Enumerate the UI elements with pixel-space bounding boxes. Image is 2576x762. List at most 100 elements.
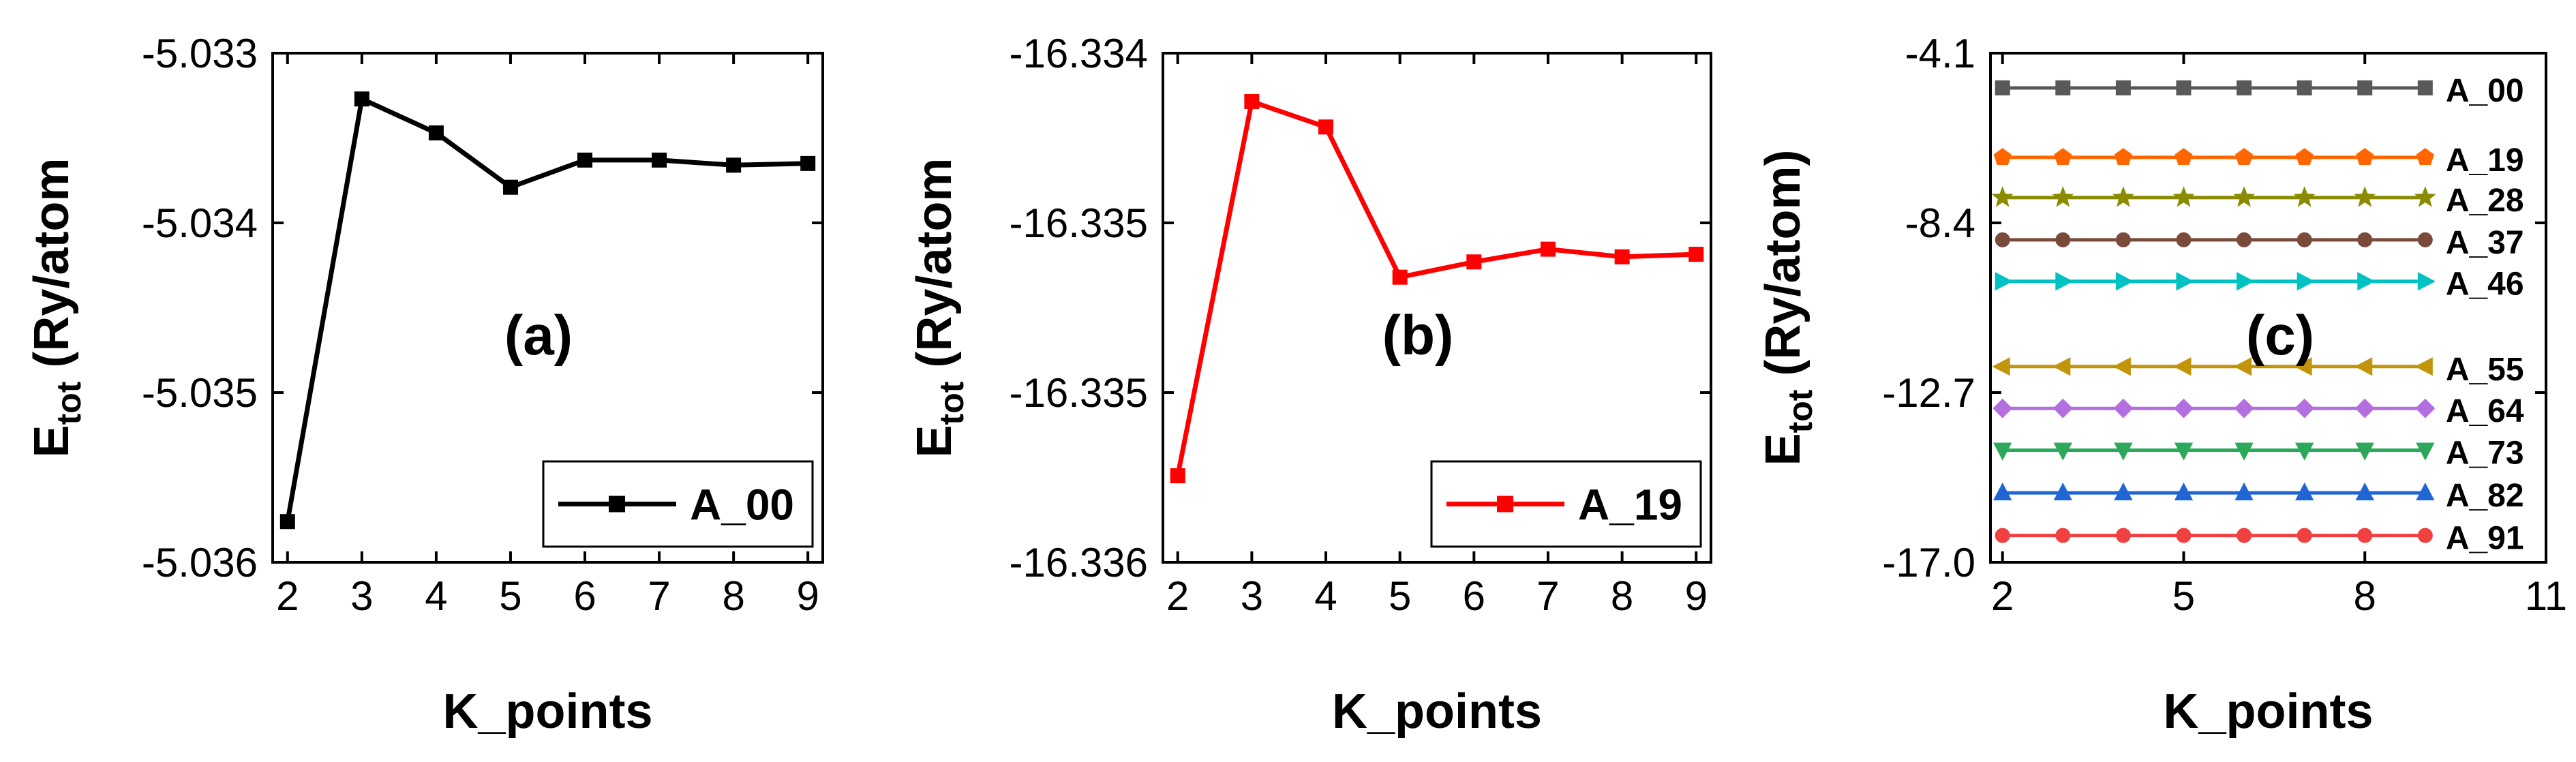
data-point — [2235, 148, 2254, 165]
data-point — [1995, 232, 2010, 247]
data-point — [2055, 528, 2071, 543]
data-point — [1318, 119, 1334, 135]
series-label: A_91 — [2446, 521, 2524, 557]
legend-label: A_19 — [1578, 481, 1682, 530]
data-point — [2052, 357, 2071, 376]
data-point — [2414, 357, 2433, 376]
x-tick-label: 5 — [499, 573, 521, 619]
data-point — [800, 155, 816, 171]
x-tick-label: 2 — [1991, 573, 2014, 619]
x-tick-label: 5 — [2172, 573, 2195, 619]
y-axis-title: Etot (Ry/atom — [25, 158, 88, 458]
y-axis-title-main: E — [25, 425, 79, 457]
data-point — [2295, 442, 2314, 461]
data-point — [1392, 269, 1408, 285]
y-tick-label: -5.033 — [142, 31, 258, 76]
data-point — [1993, 442, 2012, 461]
y-axis-title-sub: tot — [1781, 389, 1819, 433]
data-point — [2294, 398, 2315, 418]
x-tick-label: 4 — [425, 573, 447, 619]
x-tick-label: 9 — [1685, 573, 1708, 619]
data-point — [2233, 357, 2252, 376]
series-label: A_28 — [2446, 183, 2524, 219]
data-point — [2055, 80, 2071, 95]
y-tick-label: -16.334 — [1010, 31, 1149, 76]
data-point — [2176, 528, 2192, 543]
data-point — [2416, 482, 2435, 501]
x-axis-title: K_points — [442, 684, 652, 739]
x-tick-label: 5 — [1389, 573, 1411, 619]
data-point — [2237, 232, 2252, 247]
data-point — [2112, 186, 2134, 207]
data-point — [2234, 482, 2254, 501]
data-point — [2357, 528, 2373, 543]
data-point — [1540, 241, 1556, 257]
data-point — [1995, 528, 2010, 543]
x-tick-label: 3 — [1241, 573, 1263, 619]
data-point — [2237, 528, 2252, 543]
panel-b: 2 3 4 5 6 7 8 9 -16.334 -16.335 -16.335 -16.336 K_po… — [907, 31, 1712, 739]
data-point — [2176, 80, 2192, 95]
data-point — [2172, 186, 2195, 207]
y-axis-title-rest: (Ry/atom — [25, 158, 79, 382]
series-label: A_73 — [2446, 436, 2524, 472]
y-axis-title-rest: (Ry/atom) — [1756, 150, 1810, 390]
data-point — [2237, 272, 2255, 291]
y-axis-title-sub: tot — [50, 381, 88, 425]
plot-frame — [1989, 52, 2547, 564]
data-point — [726, 157, 742, 173]
data-point — [2174, 482, 2194, 501]
data-point — [1244, 93, 1260, 109]
legend-label: A_00 — [690, 481, 794, 530]
data-point — [502, 179, 518, 195]
x-axis-title: K_points — [2163, 684, 2373, 739]
data-point — [1992, 398, 2013, 418]
data-point — [2055, 272, 2074, 291]
x-tick-label: 9 — [797, 573, 819, 619]
data-point — [2293, 186, 2316, 207]
legend-marker — [1497, 496, 1513, 513]
x-tick-label: 2 — [1166, 573, 1189, 619]
y-axis-title-sub: tot — [933, 381, 971, 425]
data-point — [2053, 482, 2072, 501]
data-point — [2176, 232, 2192, 247]
x-tick-label: 6 — [573, 573, 596, 619]
panel-tag: (b) — [1382, 305, 1454, 367]
data-point — [2114, 442, 2133, 461]
data-point — [2173, 357, 2192, 376]
y-tick-label: -16.335 — [1010, 370, 1149, 416]
x-tick-label: 8 — [1611, 573, 1633, 619]
data-point — [1993, 148, 2012, 165]
data-point — [1170, 468, 1185, 484]
data-point — [2052, 186, 2074, 207]
x-tick-label: 4 — [1314, 573, 1337, 619]
panel-a: 2 3 4 5 6 7 8 9 -5.033 -5.034 -5.035 -5.036 K_points… — [25, 31, 824, 739]
y-tick-label: -4.1 — [1905, 31, 1975, 76]
data-point — [2354, 398, 2375, 418]
data-point — [1466, 254, 1482, 270]
data-point — [2357, 272, 2376, 291]
data-point — [2114, 482, 2133, 501]
data-point — [1992, 357, 2010, 376]
series-label: A_55 — [2446, 352, 2524, 388]
y-tick-label: -17.0 — [1882, 540, 1975, 585]
series-line-a_00 — [285, 96, 808, 522]
data-point — [2355, 442, 2374, 461]
series-label: A_46 — [2446, 266, 2524, 303]
data-point — [1614, 249, 1630, 264]
data-point — [2297, 80, 2312, 95]
data-point — [2415, 398, 2436, 418]
y-tick-label: -5.036 — [142, 540, 258, 585]
y-tick-label: -16.336 — [1010, 540, 1149, 585]
data-point — [2297, 232, 2312, 247]
data-point — [354, 91, 369, 107]
x-tick-label: 7 — [648, 573, 670, 619]
data-point — [2175, 148, 2193, 165]
data-point — [2355, 482, 2374, 501]
data-point — [2053, 442, 2072, 461]
y-tick-label: -12.7 — [1882, 370, 1975, 416]
data-point — [2237, 80, 2252, 95]
series-label: A_00 — [2446, 73, 2524, 109]
data-point — [2115, 80, 2131, 95]
